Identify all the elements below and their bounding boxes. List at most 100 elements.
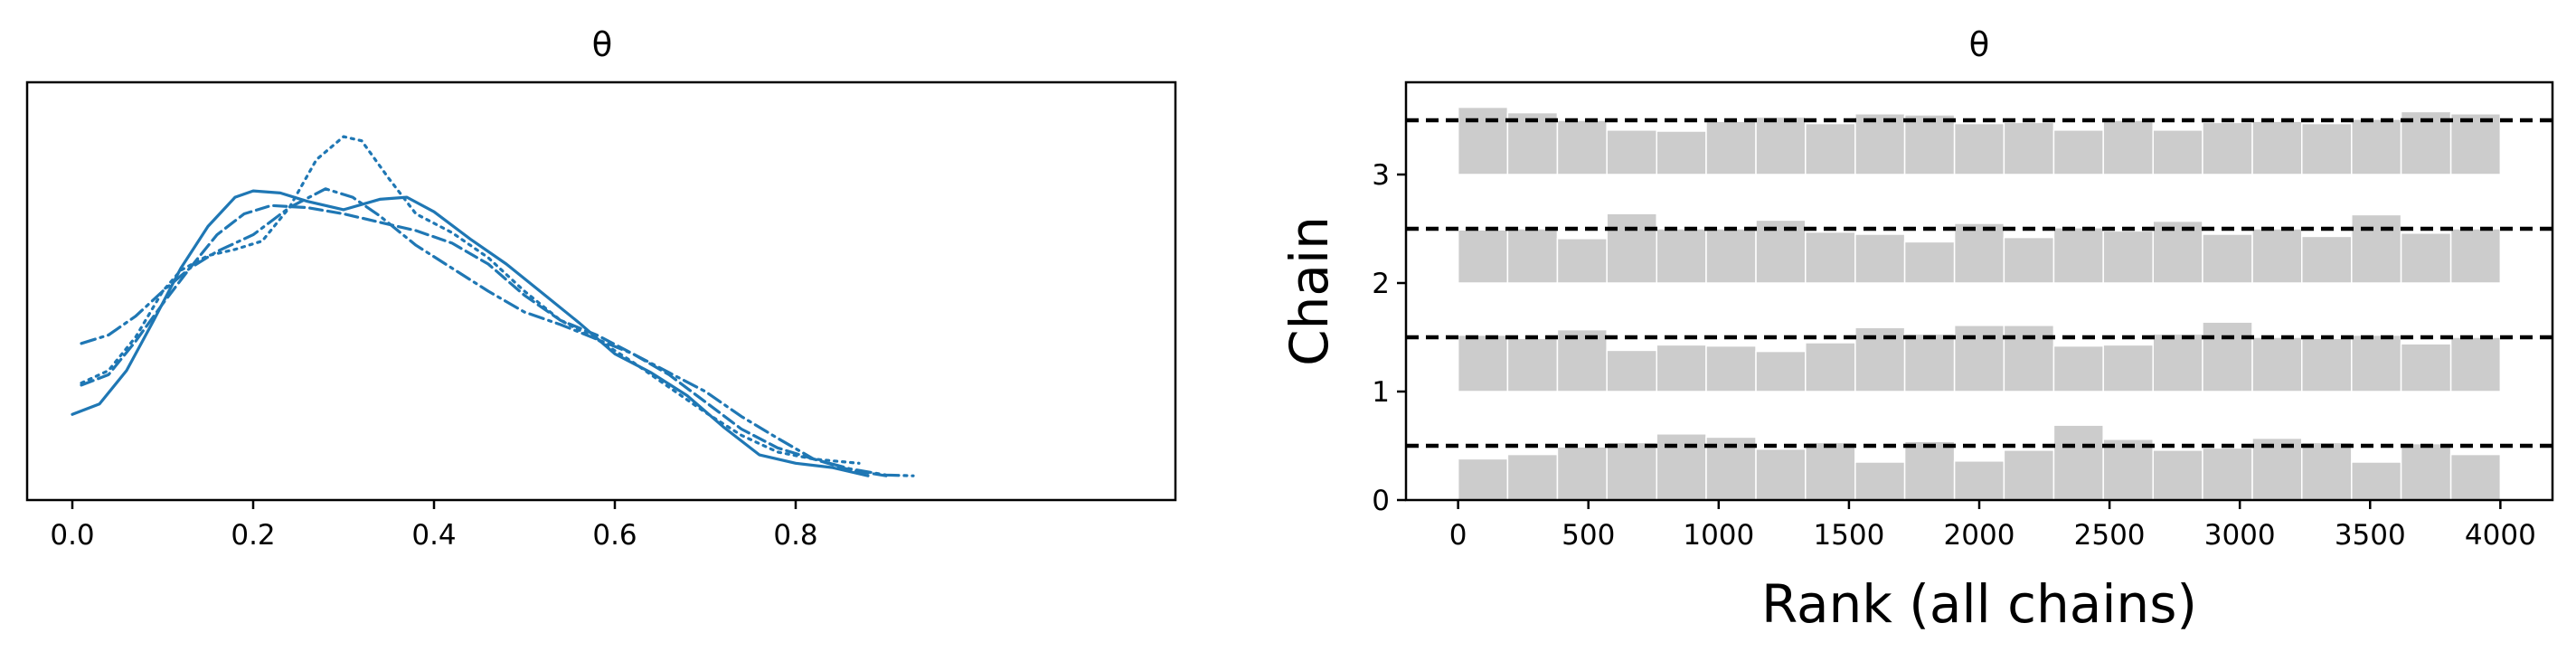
rank-bar-chain-3 [1903, 114, 1956, 175]
rank-bar-chain-3 [1556, 119, 1608, 175]
rank-bar-chain-2 [1854, 233, 1906, 284]
rank-bars [1457, 106, 2502, 501]
rank-bar-chain-1 [1953, 325, 2005, 392]
rank-bar-chain-2 [2251, 228, 2303, 284]
rank-bar-chain-1 [2351, 334, 2402, 392]
rank-bar-chain-0 [1506, 453, 1559, 501]
rank-bar-chain-2 [2400, 232, 2452, 284]
rank-bar-chain-3 [2301, 122, 2353, 175]
rank-bar-chain-3 [1755, 116, 1807, 175]
rank-bar-chain-3 [1854, 113, 1906, 175]
density-panel: θ 0.0 0.2 0.4 0.6 0.8 [25, 25, 1177, 552]
rank-bar-chain-2 [1755, 219, 1807, 284]
rank-bar-chain-3 [2052, 129, 2104, 175]
rank-bar-chain-0 [1656, 433, 1707, 501]
rank-bar-chain-0 [2400, 442, 2452, 501]
rank-bar-chain-3 [2449, 113, 2502, 175]
density-line-dashdot [80, 187, 915, 477]
rank-bar-chain-0 [1953, 460, 2005, 501]
rank-bar-chain-3 [2351, 118, 2402, 175]
rank-x-axis-label: Rank (all chains) [1761, 573, 2197, 635]
rank-bar-chain-2 [1606, 212, 1657, 284]
density-line-dotted [80, 135, 861, 465]
rank-bar-chain-2 [1556, 238, 1608, 284]
rank-x-tick-label: 1000 [1683, 519, 1754, 552]
rank-bar-chain-0 [2102, 439, 2154, 501]
rank-bar-chain-1 [1755, 350, 1807, 392]
rank-bar-chain-3 [1705, 120, 1757, 175]
rank-bar-chain-2 [2102, 230, 2154, 284]
rank-bar-chain-0 [1606, 441, 1657, 501]
rank-bar-chain-2 [2301, 235, 2353, 284]
rank-y-tick-label: 3 [1372, 159, 1390, 192]
rank-bar-chain-2 [1506, 228, 1559, 284]
rank-bar-chain-2 [1903, 241, 1956, 284]
rank-bar-chain-3 [2202, 121, 2253, 175]
rank-x-tick-label: 3500 [2335, 519, 2406, 552]
rank-bar-chain-1 [2301, 337, 2353, 392]
density-axes-frame [25, 80, 1177, 502]
density-line-solid [71, 189, 870, 477]
rank-bar-chain-2 [2152, 220, 2203, 284]
rank-bar-chain-0 [1854, 461, 1906, 501]
rank-bar-chain-1 [1556, 328, 1608, 392]
rank-bar-chain-1 [1705, 345, 1757, 392]
rank-x-tick-label: 3000 [2204, 519, 2276, 552]
density-title: θ [592, 25, 613, 64]
rank-bar-chain-0 [2202, 447, 2253, 501]
rank-bar-chain-2 [1705, 228, 1757, 284]
rank-bar-chain-1 [1506, 337, 1559, 392]
density-x-tick-label: 0.6 [592, 519, 637, 552]
rank-x-tick-label: 2000 [1944, 519, 2015, 552]
rank-bar-chain-2 [1656, 228, 1707, 284]
rank-bar-chain-3 [2152, 129, 2203, 175]
density-line-dashed [80, 203, 888, 477]
rank-bar-chain-0 [1556, 446, 1608, 501]
rank-y-axis-label: Chain [1279, 216, 1340, 366]
rank-bar-chain-3 [1953, 122, 2005, 175]
rank-y-tick-label: 2 [1372, 268, 1390, 300]
rank-bar-chain-0 [2052, 424, 2104, 501]
rank-x-tick-label: 1500 [1813, 519, 1884, 552]
rank-x-tick-label: 2500 [2074, 519, 2146, 552]
rank-x-tick-label: 500 [1562, 519, 1615, 552]
rank-bar-chain-0 [1903, 440, 1956, 501]
rank-bar-chain-1 [2202, 321, 2253, 392]
rank-bar-chain-3 [2003, 121, 2055, 175]
rank-bar-chain-3 [2102, 119, 2154, 175]
rank-bar-chain-2 [2449, 228, 2502, 284]
rank-bar-chain-1 [2400, 343, 2452, 392]
rank-bar-chain-0 [2251, 437, 2303, 501]
rank-bar-chain-3 [1506, 111, 1559, 175]
rank-bar-chain-3 [1656, 130, 1707, 175]
rank-bar-chain-2 [1953, 222, 2005, 284]
density-lines [71, 135, 915, 477]
rank-bar-chain-0 [2449, 453, 2502, 501]
rank-bar-chain-2 [1805, 231, 1856, 284]
rank-bar-chain-0 [2301, 441, 2353, 501]
rank-title: θ [1969, 25, 1990, 64]
rank-bar-chain-1 [2052, 345, 2104, 392]
rank-x-ticks: 0 500 1000 1500 2000 2500 3000 3500 4000 [1449, 500, 2536, 552]
rank-bar-chain-1 [1903, 333, 1956, 392]
rank-bar-chain-0 [2351, 461, 2402, 501]
rank-y-tick-label: 1 [1372, 376, 1390, 409]
rank-bar-chain-1 [2449, 336, 2502, 392]
rank-y-tick-label: 0 [1372, 485, 1390, 517]
rank-bar-chain-1 [1656, 344, 1707, 392]
rank-bar-chain-2 [1457, 229, 1509, 284]
density-x-tick-label: 0.2 [231, 519, 275, 552]
rank-x-tick-label: 0 [1449, 519, 1467, 552]
rank-bar-chain-1 [2102, 344, 2154, 392]
density-x-tick-label: 0.4 [411, 519, 456, 552]
rank-bar-chain-2 [2202, 233, 2253, 284]
density-x-tick-label: 0.8 [773, 519, 817, 552]
rank-bar-chain-2 [2052, 227, 2104, 284]
rank-bar-chain-0 [2152, 449, 2203, 501]
rank-bar-chain-0 [1805, 441, 1856, 501]
rank-bar-chain-0 [1755, 448, 1807, 501]
rank-bar-chain-1 [2152, 333, 2203, 392]
rank-bar-chain-0 [2003, 449, 2055, 501]
rank-bar-chain-2 [2351, 213, 2402, 284]
